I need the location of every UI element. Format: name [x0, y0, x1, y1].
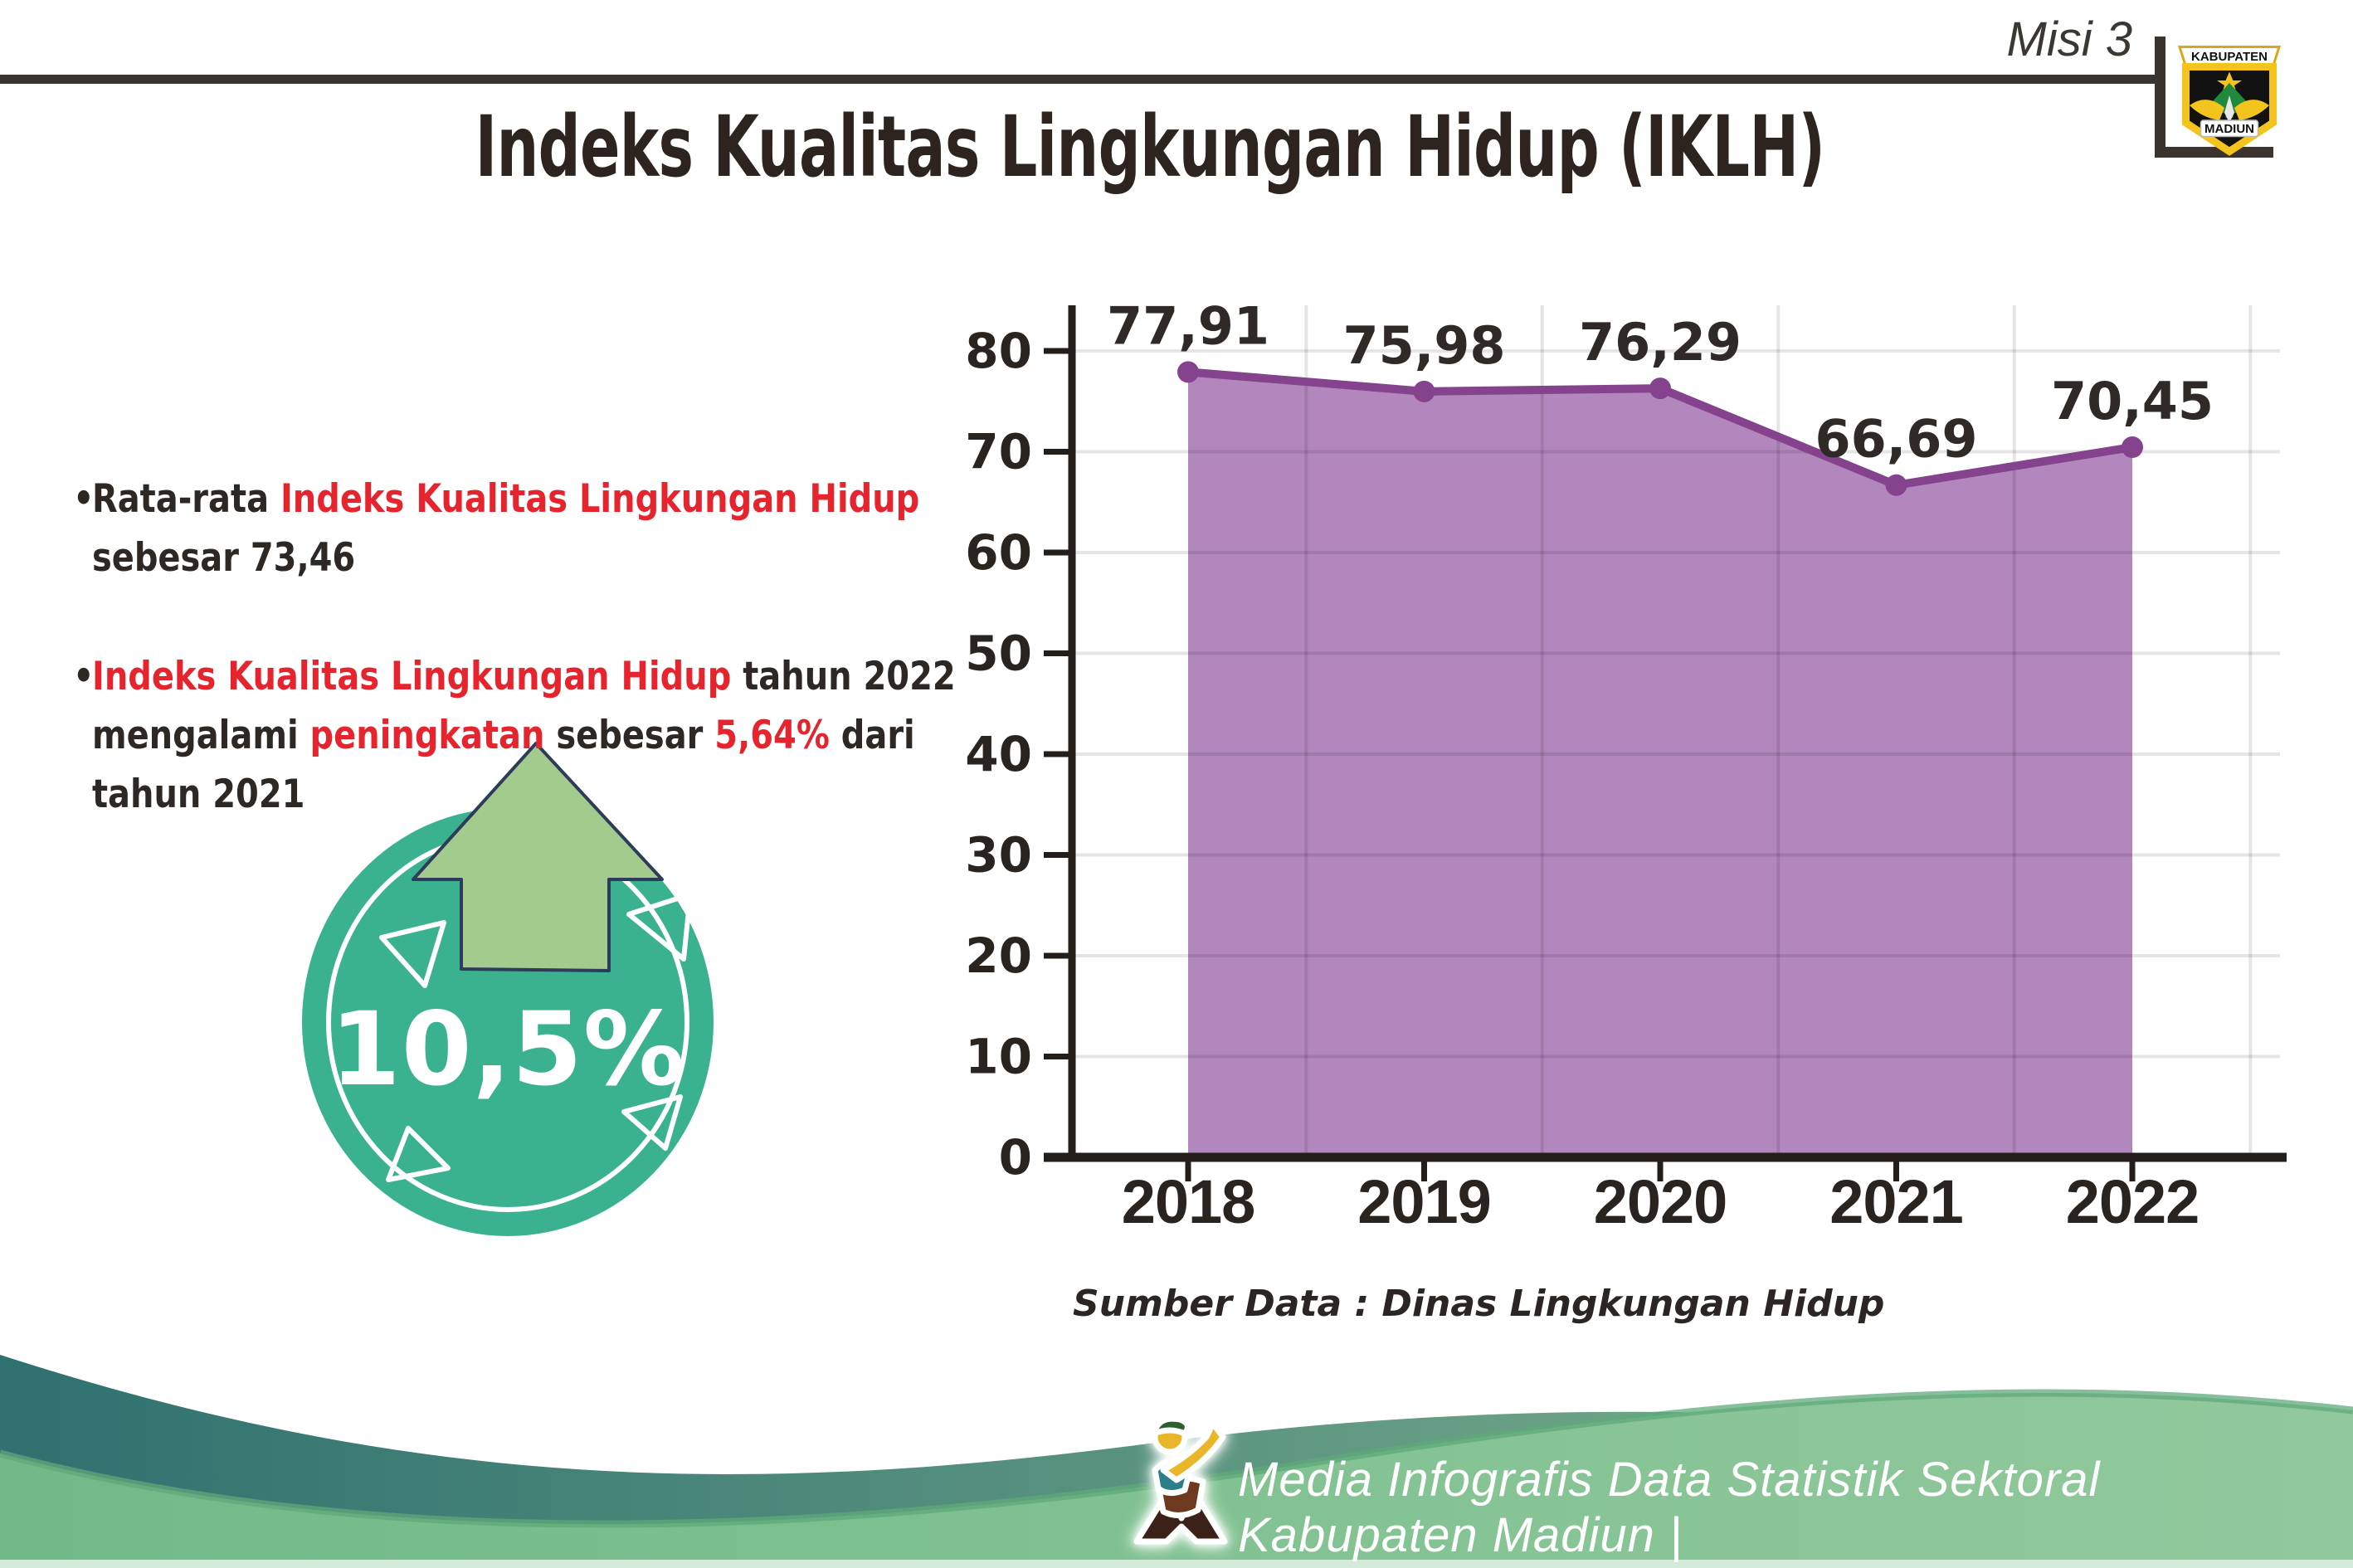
footer-credit-text: Media Infografis Data Statistik Sektoral…: [1238, 1453, 2101, 1562]
text-segment: tahun 2022: [731, 654, 956, 699]
misi-label: Misi 3: [2006, 12, 2132, 66]
bullet-average-iklh: •Rata-rata Indeks Kualitas Lingkungan Hi…: [73, 470, 1131, 587]
dancing-person-logo: [1133, 1415, 1228, 1545]
emblem-banner-text: KABUPATEN: [2191, 50, 2268, 64]
text-segment-red: peningkatan: [309, 713, 545, 758]
svg-text:2018: 2018: [1122, 1167, 1255, 1236]
svg-text:75,98: 75,98: [1342, 315, 1505, 376]
svg-text:70,45: 70,45: [2051, 371, 2214, 431]
bullet-line: sebesar 73,46: [73, 528, 1131, 587]
emblem-bottom-text: MADIUN: [2204, 122, 2254, 136]
bullet-line: tahun 2021: [73, 765, 1131, 824]
svg-text:2019: 2019: [1357, 1167, 1491, 1236]
header-rule: [0, 75, 2158, 84]
bullet-line: •Rata-rata Indeks Kualitas Lingkungan Hi…: [73, 470, 1131, 528]
bullet-line: mengalami peningkatan sebesar 5,64% dari: [73, 706, 1131, 765]
svg-text:2022: 2022: [2066, 1167, 2200, 1236]
svg-text:2020: 2020: [1594, 1167, 1727, 1236]
svg-text:77,91: 77,91: [1107, 295, 1269, 356]
badge-spark-triangles: [379, 892, 693, 1182]
svg-text:60: 60: [965, 524, 1032, 581]
svg-text:76,29: 76,29: [1579, 312, 1742, 373]
up-arrow-icon: [412, 742, 664, 972]
iklh-area-chart: 0 10 20 30 40 50 60 70 80 2018 2019 2020 2021 2022 77,…: [965, 295, 2287, 1236]
bullet-dot: •: [73, 654, 95, 699]
text-segment: Rata-rata: [91, 476, 280, 522]
svg-text:80: 80: [965, 323, 1032, 379]
text-segment-red: Indeks Kualitas Lingkungan Hidup: [91, 654, 732, 699]
badge-percentage-label: 10,5%: [329, 991, 686, 1108]
bullet-line: •Indeks Kualitas Lingkungan Hidup tahun …: [73, 647, 1131, 706]
svg-text:10: 10: [965, 1029, 1032, 1085]
chart-source-note: Sumber Data : Dinas Lingkungan Hidup: [1073, 1283, 1885, 1325]
growth-badge: [302, 742, 714, 1236]
text-segment: sebesar: [544, 713, 715, 758]
svg-text:30: 30: [965, 827, 1032, 884]
svg-text:40: 40: [965, 726, 1032, 782]
text-segment: dari: [829, 713, 915, 758]
svg-text:20: 20: [965, 928, 1032, 984]
text-segment: tahun 2021: [91, 772, 305, 817]
svg-text:2021: 2021: [1829, 1167, 1963, 1236]
svg-text:70: 70: [965, 424, 1032, 480]
text-segment: sebesar 73,46: [91, 535, 356, 581]
logo-bracket-vertical: [2155, 37, 2165, 158]
logo-bracket-horizontal: [2155, 147, 2273, 158]
bullet-dot: •: [73, 476, 95, 522]
page-title: Indeks Kualitas Lingkungan Hidup (IKLH): [475, 98, 1825, 197]
text-segment-red: 5,64%: [714, 713, 830, 758]
bullet-iklh-increase: •Indeks Kualitas Lingkungan Hidup tahun …: [73, 647, 1131, 824]
svg-text:66,69: 66,69: [1815, 409, 1977, 470]
svg-text:0: 0: [999, 1129, 1032, 1186]
svg-text:50: 50: [965, 626, 1032, 682]
text-segment: mengalami: [91, 713, 310, 758]
text-segment-red: Indeks Kualitas Lingkungan Hidup: [280, 476, 920, 522]
kabupaten-madiun-emblem: KABUPATEN MADIUN: [2177, 46, 2282, 156]
